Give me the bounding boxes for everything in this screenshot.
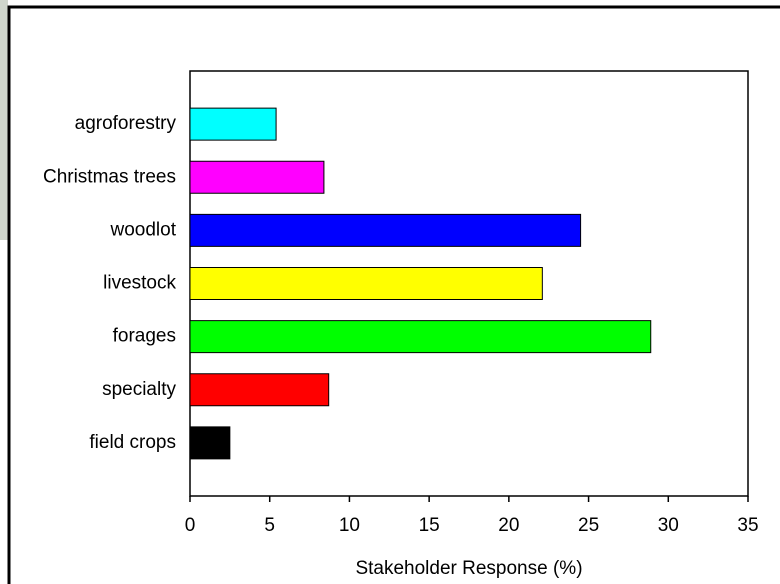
bar [189,160,325,194]
bar [189,426,231,460]
frame [7,5,780,584]
y-tick-label: specialty [102,379,176,400]
x-axis-label: Stakeholder Response (%) [355,558,582,579]
x-tick-label: 35 [737,515,758,536]
x-tick-label: 0 [185,515,196,536]
y-tick-label: field crops [89,432,176,453]
y-tick-label: agroforestry [75,113,177,134]
y-tick-label: forages [113,326,176,347]
x-tick-label: 10 [339,515,360,536]
y-tick-label: livestock [103,273,176,294]
side-image [0,0,8,240]
x-tick-label: 20 [498,515,519,536]
y-tick-label: Christmas trees [43,166,176,187]
bar [189,373,330,407]
y-tick-label: woodlot [110,219,177,240]
x-tick-label: 30 [658,515,679,536]
bar [189,213,582,247]
x-tick-label: 15 [419,515,440,536]
bar [189,267,543,300]
bar [189,320,652,354]
x-tick-label: 5 [264,515,275,536]
bar [189,107,277,141]
x-tick-label: 25 [578,515,599,536]
